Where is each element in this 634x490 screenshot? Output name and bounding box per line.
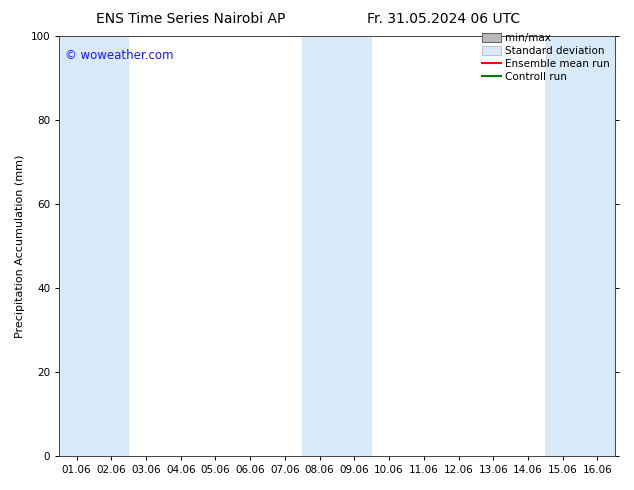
Y-axis label: Precipitation Accumulation (mm): Precipitation Accumulation (mm) (15, 154, 25, 338)
Bar (545, 36, 615, 456)
Text: © woweather.com: © woweather.com (65, 49, 173, 62)
Bar (302, 36, 372, 456)
Text: ENS Time Series Nairobi AP: ENS Time Series Nairobi AP (96, 12, 285, 26)
Legend: min/max, Standard deviation, Ensemble mean run, Controll run: min/max, Standard deviation, Ensemble me… (482, 33, 610, 82)
Bar (59, 36, 129, 456)
Text: Fr. 31.05.2024 06 UTC: Fr. 31.05.2024 06 UTC (367, 12, 521, 26)
